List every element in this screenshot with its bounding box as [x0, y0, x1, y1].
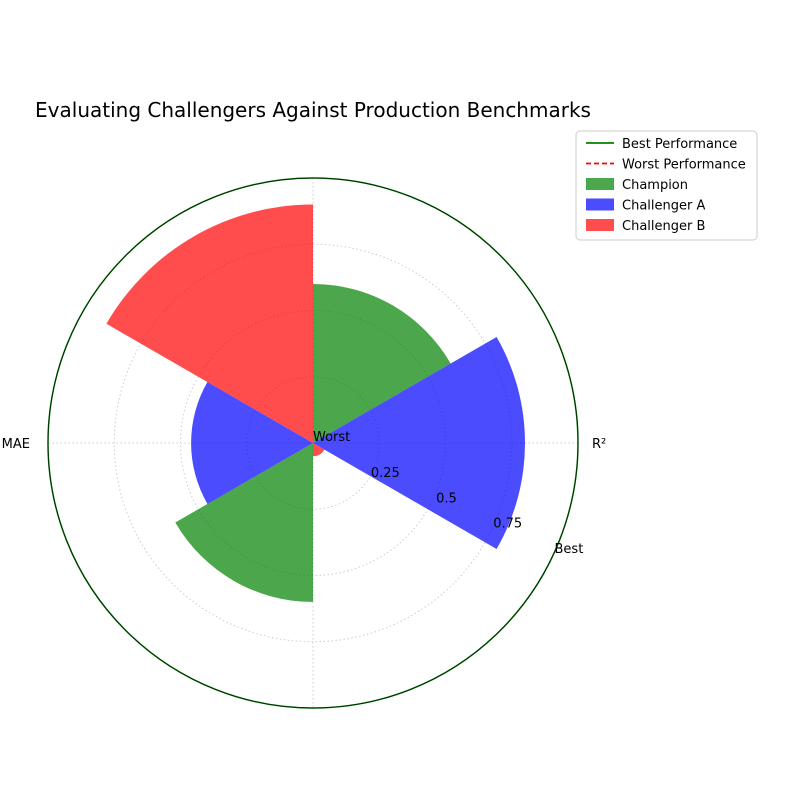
- legend-label: Challenger A: [622, 199, 705, 214]
- radial-tick-label: Worst: [313, 430, 350, 445]
- legend-swatch: [586, 178, 614, 190]
- axis-labels: R² MAE Worst 0.25 0.5 0.75 Best: [2, 430, 607, 557]
- bar-challenger-a: [313, 337, 525, 549]
- legend-label: Best Performance: [622, 137, 737, 152]
- chart-title: Evaluating Challengers Against Productio…: [35, 98, 591, 122]
- legend-label: Worst Performance: [622, 158, 746, 173]
- legend-swatch: [586, 198, 614, 211]
- bar-group: [106, 204, 525, 602]
- legend: Best Performance Worst Performance Champio…: [575, 130, 758, 241]
- legend-label: Challenger B: [622, 219, 705, 234]
- outer-frame: [47, 177, 579, 709]
- outer-ring: [47, 177, 579, 709]
- bar-champion: [313, 284, 451, 443]
- legend-label: Champion: [622, 178, 688, 193]
- legend-swatch: [586, 219, 614, 231]
- metric-label: MAE: [2, 437, 30, 452]
- bar-challenger-b: [313, 443, 325, 457]
- legend-frame: [575, 130, 758, 241]
- radial-tick-label: 0.5: [436, 491, 457, 506]
- radial-tick-label: Best: [555, 542, 584, 557]
- bar-champion: [175, 443, 313, 602]
- radial-tick-label: 0.75: [493, 517, 522, 532]
- bar-challenger-b: [106, 204, 313, 443]
- bar-challenger-a: [191, 382, 313, 504]
- radial-tick-label: 0.25: [371, 466, 400, 481]
- metric-label: R²: [592, 437, 606, 452]
